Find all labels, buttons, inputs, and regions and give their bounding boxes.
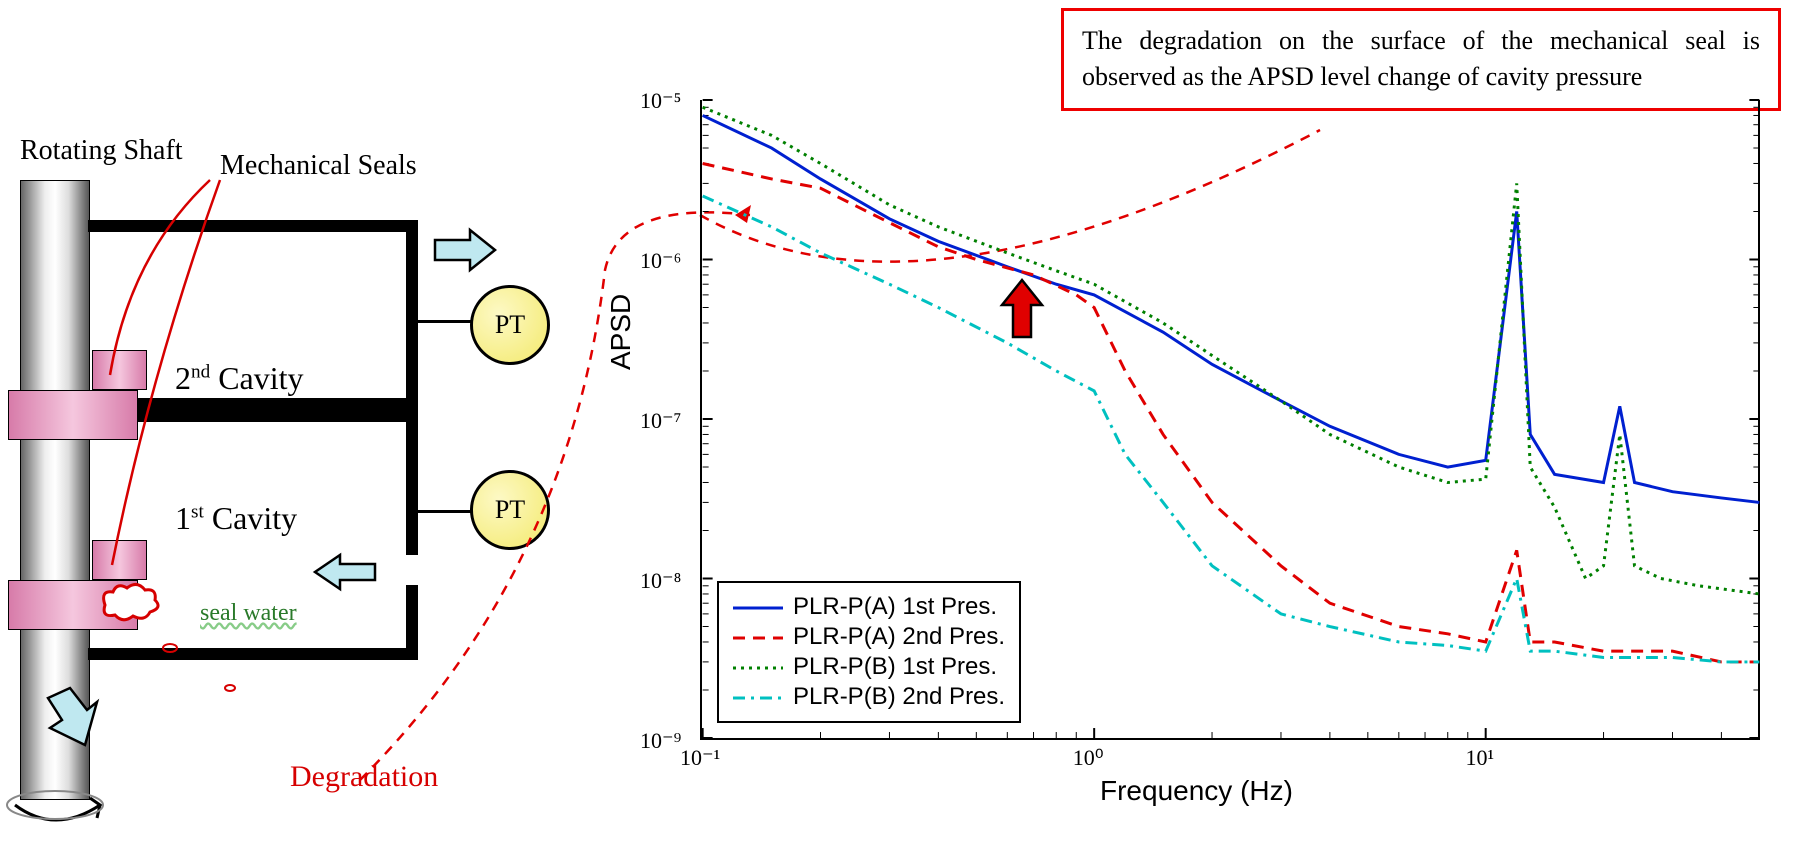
x-tick: 10⁰ bbox=[1073, 745, 1104, 771]
x-axis-label: Frequency (Hz) bbox=[1100, 775, 1293, 807]
y-tick: 10⁻⁵ bbox=[640, 88, 681, 114]
degradation-label: Degradation bbox=[290, 760, 438, 794]
flow-arrow-in-icon bbox=[310, 552, 380, 592]
chart-legend: PLR-P(A) 1st Pres.PLR-P(A) 2nd Pres.PLR-… bbox=[717, 581, 1021, 723]
x-tick: 10⁻¹ bbox=[680, 745, 720, 771]
y-tick: 10⁻⁶ bbox=[640, 248, 681, 274]
cavity-1-label: 1st Cavity bbox=[175, 500, 297, 537]
seal-water-label: seal water bbox=[200, 600, 297, 627]
y-axis-label: APSD bbox=[605, 294, 637, 370]
x-tick: 10¹ bbox=[1465, 745, 1494, 771]
rotating-shaft-label: Rotating Shaft bbox=[20, 135, 183, 167]
legend-item: PLR-P(A) 1st Pres. bbox=[733, 593, 1005, 621]
chart-plot-area: PLR-P(A) 1st Pres.PLR-P(A) 2nd Pres.PLR-… bbox=[700, 100, 1760, 740]
flow-arrow-down-icon bbox=[35, 680, 105, 760]
pt-sensor-1: PT bbox=[470, 470, 550, 550]
mechanical-seal-diagram: Rotating Shaft Mechanical Seals bbox=[0, 0, 620, 860]
flow-arrow-out-icon bbox=[430, 225, 500, 275]
legend-item: PLR-P(A) 2nd Pres. bbox=[733, 623, 1005, 651]
cavity-2-label: 2nd Cavity bbox=[175, 360, 304, 397]
legend-item: PLR-P(B) 2nd Pres. bbox=[733, 683, 1005, 711]
y-tick: 10⁻⁷ bbox=[640, 408, 681, 434]
y-tick: 10⁻⁹ bbox=[640, 728, 681, 754]
pt-sensor-2: PT bbox=[470, 285, 550, 365]
legend-item: PLR-P(B) 1st Pres. bbox=[733, 653, 1005, 681]
rotation-arrow-icon bbox=[0, 780, 120, 840]
y-tick: 10⁻⁸ bbox=[640, 568, 681, 594]
callout-box: The degradation on the surface of the me… bbox=[1061, 8, 1781, 111]
red-indicator-arrow-icon bbox=[997, 275, 1047, 345]
apsd-chart-panel: The degradation on the surface of the me… bbox=[620, 0, 1811, 860]
